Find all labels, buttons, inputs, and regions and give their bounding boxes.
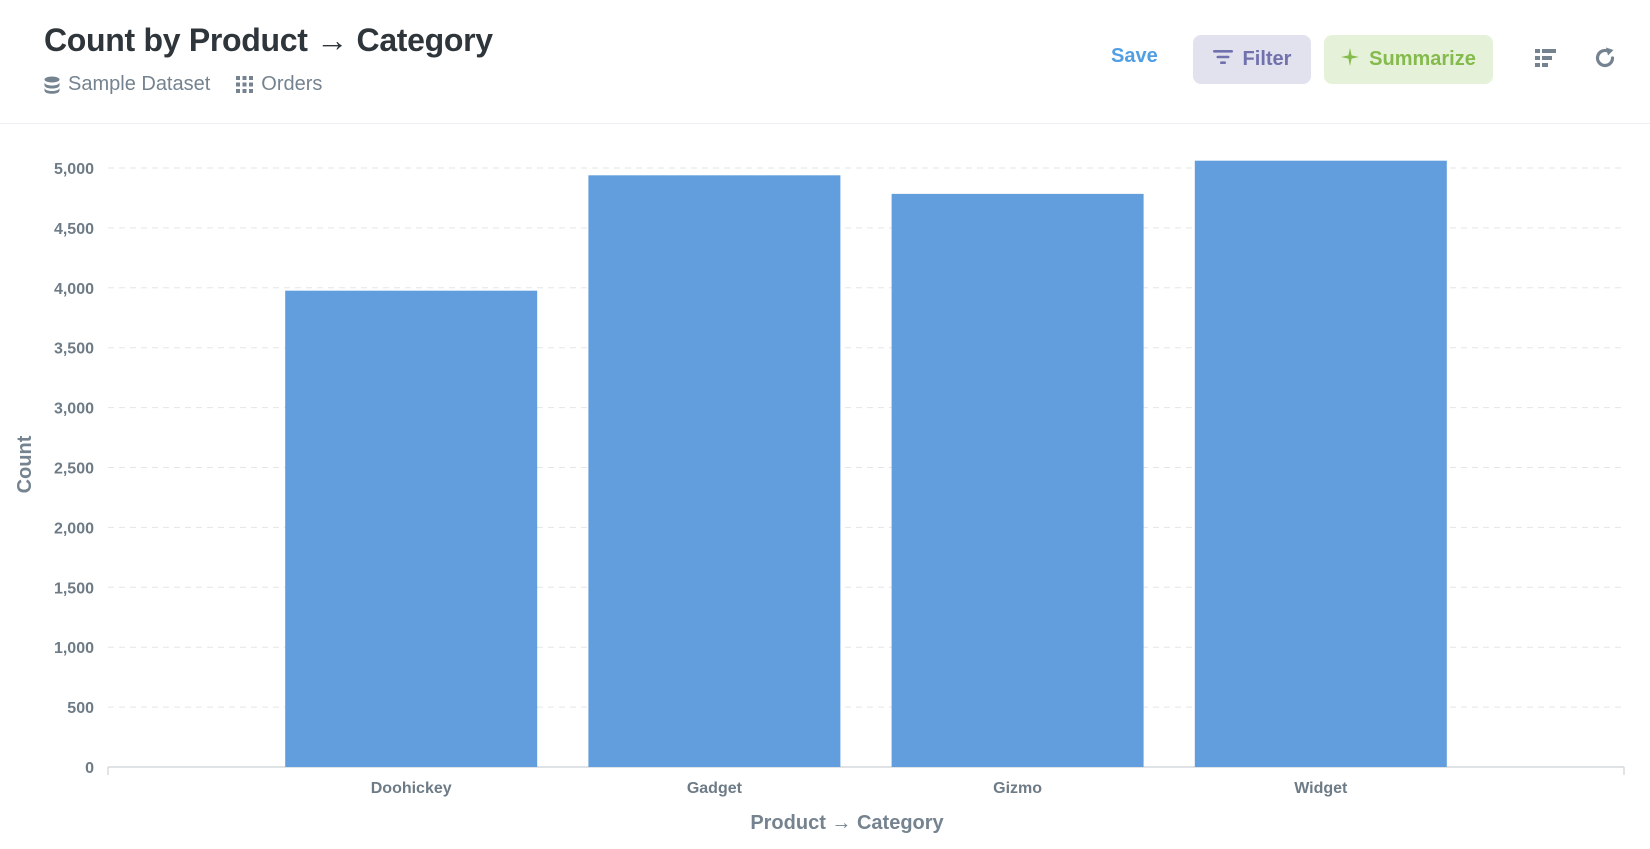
breadcrumb: Sample Dataset Orders	[44, 73, 322, 96]
y-tick-label: 2,500	[54, 461, 94, 478]
breadcrumb-table[interactable]: Orders	[236, 73, 322, 96]
database-icon	[44, 76, 60, 94]
save-button[interactable]: Save	[1111, 45, 1158, 67]
show-editor-button[interactable]	[1531, 45, 1561, 75]
x-tick-label: Doohickey	[371, 780, 452, 797]
filter-button[interactable]: Filter	[1193, 35, 1311, 84]
summarize-button[interactable]: Summarize	[1324, 35, 1493, 84]
bar-chart: 0 500 1,000 1,500 2,000 2,500 3,000 3,500 4,000 4…	[14, 160, 1625, 834]
bar[interactable]	[1194, 160, 1447, 767]
y-tick-label: 3,500	[54, 341, 94, 358]
y-tick-label: 1,000	[54, 640, 94, 657]
y-tick-label: 5,000	[54, 161, 94, 178]
summarize-button-label: Summarize	[1369, 48, 1476, 70]
filter-button-label: Filter	[1242, 48, 1292, 70]
bar[interactable]	[891, 193, 1144, 767]
breadcrumb-table-label: Orders	[261, 73, 323, 95]
y-axis-title: Count	[14, 435, 36, 493]
breadcrumb-database[interactable]: Sample Dataset	[44, 73, 210, 96]
x-tick-label: Gizmo	[993, 780, 1042, 797]
y-tick-label: 3,000	[54, 401, 94, 418]
y-tick-label: 500	[67, 700, 94, 717]
page-title: Count by Product → Category	[44, 22, 493, 58]
grid-icon	[236, 76, 254, 93]
bar[interactable]	[285, 290, 538, 767]
y-tick-label: 4,000	[54, 281, 94, 298]
x-tick-label: Widget	[1294, 780, 1348, 797]
header-actions: Save Filter Summarize	[0, 35, 1650, 85]
filter-icon	[1212, 48, 1233, 71]
question-header: Count by Product → Category Sample Datas…	[0, 0, 1650, 124]
y-tick-label: 4,500	[54, 221, 94, 238]
sparkle-icon	[1341, 47, 1360, 72]
y-tick-label: 0	[85, 760, 94, 777]
y-tick-label: 2,000	[54, 520, 94, 537]
x-axis-title: Product → Category	[750, 812, 944, 834]
x-tick-label: Gadget	[687, 780, 743, 797]
refresh-button[interactable]	[1590, 45, 1620, 75]
breadcrumb-database-label: Sample Dataset	[68, 73, 211, 95]
y-tick-label: 1,500	[54, 580, 94, 597]
refresh-icon	[1593, 46, 1617, 75]
list-icon	[1535, 48, 1557, 73]
bar[interactable]	[588, 175, 841, 767]
